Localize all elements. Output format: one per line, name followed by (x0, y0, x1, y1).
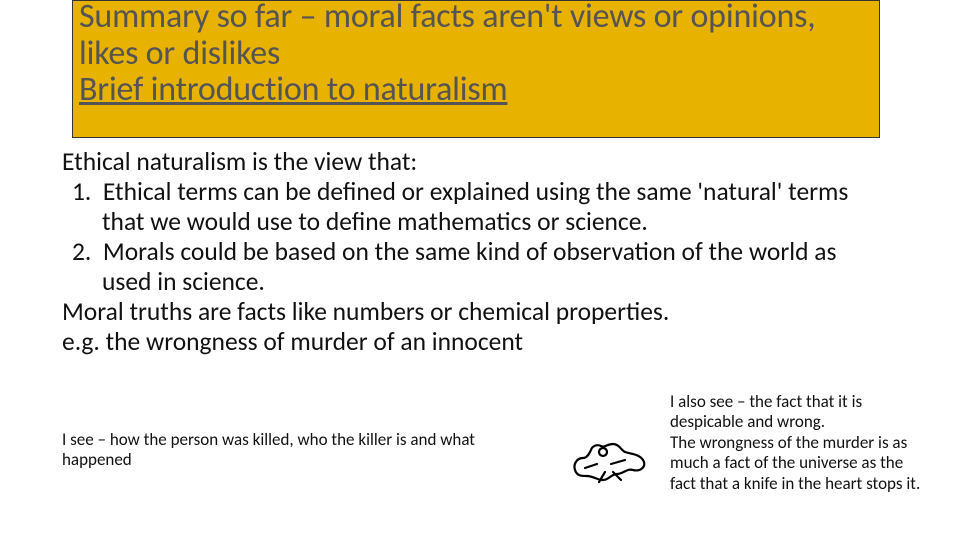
chalk-outline-icon (567, 430, 653, 492)
title-line-2: Brief introduction to naturalism (79, 72, 873, 109)
body-text: Ethical naturalism is the view that: 1. … (62, 147, 882, 358)
list-text-2: Morals could be based on the same kind o… (102, 236, 836, 297)
note-left: I see – how the person was killed, who t… (62, 430, 492, 471)
note-right: I also see – the fact that it is despica… (670, 392, 930, 494)
title-box: Summary so far – moral facts aren't view… (72, 0, 880, 138)
body-line-4: e.g. the wrongness of murder of an innoc… (62, 327, 882, 357)
list-num-2: 2. (72, 236, 91, 267)
slide: Summary so far – moral facts aren't view… (0, 0, 960, 540)
body-intro: Ethical naturalism is the view that: (62, 147, 882, 177)
body-line-3: Moral truths are facts like numbers or c… (62, 297, 882, 327)
list-text-1: Ethical terms can be defined or explaine… (102, 176, 848, 237)
list-item-2: 2. Morals could be based on the same kin… (62, 237, 882, 297)
list-item-1: 1. Ethical terms can be defined or expla… (62, 177, 882, 237)
title-line-1: Summary so far – moral facts aren't view… (79, 0, 873, 72)
list-num-1: 1. (72, 176, 91, 207)
